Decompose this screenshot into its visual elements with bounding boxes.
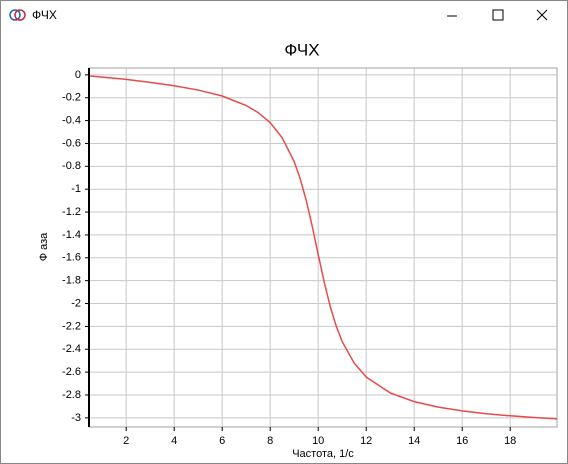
x-tick-label: 6: [219, 435, 225, 447]
y-tick-label: -2.6: [62, 366, 81, 378]
y-axis-label: Ф аза: [38, 232, 50, 261]
x-tick-label: 12: [360, 435, 372, 447]
y-tick-label: -2.8: [62, 389, 81, 401]
y-tick-label: -2.4: [62, 343, 81, 355]
y-tick-label: -1: [71, 183, 81, 195]
x-tick-label: 4: [171, 435, 177, 447]
y-tick-label: -1.6: [62, 252, 81, 264]
x-tick-label: 10: [312, 435, 324, 447]
y-tick-label: -1.8: [62, 275, 81, 287]
x-axis-label: Частота, 1/с: [292, 448, 354, 460]
data-line: [90, 75, 558, 420]
y-tick-label: -3: [71, 412, 81, 424]
x-tick-label: 18: [504, 435, 516, 447]
y-tick-label: -0.4: [62, 114, 81, 126]
y-tick-label: -1.4: [62, 229, 81, 241]
y-tick-label: -2.2: [62, 320, 81, 332]
maximize-button[interactable]: [492, 9, 504, 21]
y-tick-label: -0.8: [62, 160, 81, 172]
plot-area: [88, 67, 558, 428]
y-tick-label: -2: [71, 297, 81, 309]
window-title: ФЧХ: [32, 8, 57, 22]
y-tick-label: -0.2: [62, 92, 81, 104]
chart-title: ФЧХ: [284, 40, 319, 59]
x-tick-label: 8: [267, 435, 273, 447]
x-tick-label: 14: [408, 435, 420, 447]
close-button[interactable]: [536, 9, 548, 21]
y-tick-label: 0: [75, 69, 81, 81]
y-tick-label: -0.6: [62, 137, 81, 149]
app-icon: [9, 9, 26, 21]
x-tick-label: 16: [456, 435, 468, 447]
x-tick-label: 2: [123, 435, 129, 447]
y-tick-label: -1.2: [62, 206, 81, 218]
